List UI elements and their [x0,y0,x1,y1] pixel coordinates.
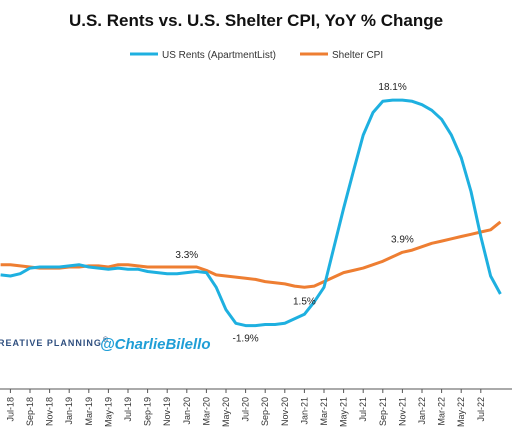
x-tick-label: May-19 [103,397,113,427]
data-label: 18.1% [378,82,406,93]
x-tick-label: Nov-21 [397,397,407,426]
x-tick-label: Sep-21 [378,397,388,426]
x-tick-label: May-20 [221,397,231,427]
legend: US Rents (ApartmentList) Shelter CPI [130,50,383,61]
watermark-company: REATIVE PLANNING® [0,336,109,348]
x-tick-label: Nov-20 [280,397,290,426]
x-tick-label: Sep-18 [25,397,35,426]
x-tick-label: Sep-20 [260,397,270,426]
x-tick-label: Jul-20 [241,397,251,422]
x-tick-label: Nov-18 [45,397,55,426]
legend-label-shelter: Shelter CPI [332,50,383,61]
data-label: 3.9% [391,234,414,245]
watermark-company-name: REATIVE PLANNING [0,338,102,348]
x-tick-label: Nov-19 [162,397,172,426]
chart-title: U.S. Rents vs. U.S. Shelter CPI, YoY % C… [69,11,443,30]
x-tick-label: Jan-20 [182,397,192,425]
x-axis-ticks: Jul-18 Sep-18 Nov-18 Jan-19 Mar-19 May-19 Jul-… [5,389,486,427]
x-tick-label: May-21 [339,397,349,427]
x-tick-label: Jul-21 [358,397,368,422]
x-tick-label: Mar-19 [84,397,94,426]
series-lines [0,98,502,328]
x-tick-label: Jul-19 [123,397,133,422]
x-tick-label: Jan-22 [417,397,427,425]
x-tick-label: Sep-19 [143,397,153,426]
watermark-handle: @CharlieBilello [100,336,211,353]
watermark-trademark: ® [103,336,109,344]
data-label: -1.9% [233,334,259,345]
series-line-rents [0,98,502,328]
watermark: REATIVE PLANNING® @CharlieBilello [0,336,211,353]
legend-label-rents: US Rents (ApartmentList) [162,50,276,61]
annotations: 18.1% -1.9% 3.3% 1.5% 3.9% [175,82,414,345]
x-tick-label: Mar-20 [201,397,211,426]
x-tick-label: Jan-19 [64,397,74,425]
data-label: 1.5% [293,296,316,307]
x-tick-label: Mar-22 [437,397,447,426]
series-line-shelter [0,220,502,289]
x-tick-label: Jul-22 [476,397,486,422]
x-tick-label: Jan-21 [299,397,309,425]
x-tick-label: May-22 [456,397,466,427]
x-tick-label: Jul-18 [5,397,15,422]
data-label: 3.3% [175,250,198,261]
plot-area: Jul-18 Sep-18 Nov-18 Jan-19 Mar-19 May-19 Jul-… [0,82,512,427]
x-tick-label: Mar-21 [319,397,329,426]
